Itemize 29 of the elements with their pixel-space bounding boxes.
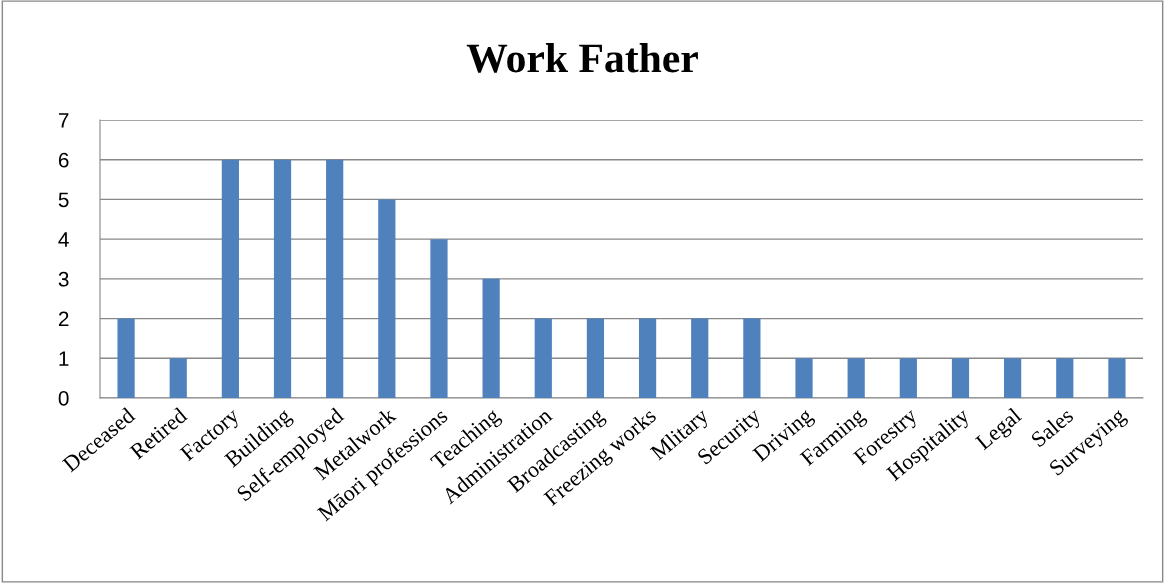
- bar: [117, 318, 135, 398]
- bar: [586, 318, 605, 398]
- bar: [1004, 358, 1022, 398]
- y-tick-label: 4: [58, 232, 69, 247]
- bar: [743, 318, 761, 398]
- bar: [326, 159, 344, 398]
- bar: [899, 358, 917, 398]
- y-tick-label: 6: [58, 152, 69, 168]
- y-tick-label: 7: [58, 113, 69, 128]
- bar: [482, 278, 500, 398]
- y-tick-label: 1: [59, 351, 69, 366]
- bar: [691, 318, 709, 398]
- bar: [430, 239, 448, 398]
- bar: [847, 358, 865, 398]
- y-tick-label: 0: [58, 391, 69, 406]
- bar: [378, 199, 396, 398]
- bar: [1056, 358, 1074, 398]
- bar: [638, 318, 657, 398]
- bar: [169, 358, 187, 398]
- bar: [273, 159, 292, 398]
- bar: [951, 358, 970, 398]
- chart-title: Work Father: [466, 43, 698, 73]
- bar: [1108, 358, 1126, 398]
- y-tick-label: 3: [58, 271, 69, 287]
- y-tick-label: 5: [58, 192, 69, 208]
- bar: [534, 318, 552, 398]
- y-tick-label: 2: [58, 311, 69, 327]
- bar: [795, 358, 813, 398]
- bar: [221, 159, 239, 398]
